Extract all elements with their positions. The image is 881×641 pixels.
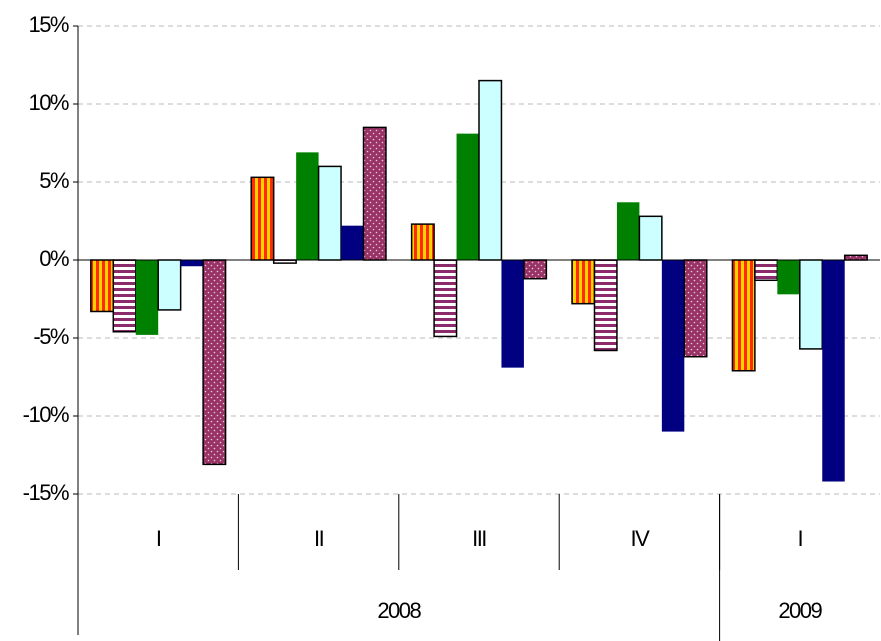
y-tick-label: 0% bbox=[39, 246, 69, 271]
bar bbox=[638, 215, 663, 261]
bar bbox=[593, 259, 618, 352]
x-tick-label: II bbox=[314, 526, 324, 551]
bar bbox=[754, 259, 779, 282]
bar bbox=[523, 259, 548, 280]
bar bbox=[777, 260, 800, 295]
x-tick-label: I bbox=[156, 526, 161, 551]
bar bbox=[157, 259, 182, 311]
bar bbox=[90, 259, 115, 313]
y-tick-label: 5% bbox=[39, 168, 69, 193]
bar bbox=[822, 260, 845, 482]
x-tick-label: IV bbox=[631, 526, 651, 551]
bar bbox=[180, 260, 204, 267]
bar bbox=[296, 152, 319, 260]
bar bbox=[501, 260, 524, 368]
y-tick-label: 10% bbox=[28, 90, 68, 115]
x-tick-label: I bbox=[797, 526, 802, 551]
bar bbox=[135, 260, 159, 335]
bar bbox=[202, 259, 227, 466]
y-tick-label: -15% bbox=[23, 480, 69, 505]
bar bbox=[799, 259, 824, 350]
bar bbox=[456, 133, 479, 260]
bar bbox=[616, 202, 640, 260]
x-tick-label: III bbox=[472, 526, 486, 551]
group-label: 2008 bbox=[377, 598, 421, 623]
group-label: 2009 bbox=[778, 598, 822, 623]
bar bbox=[317, 165, 342, 261]
bar bbox=[731, 259, 756, 372]
bar bbox=[661, 260, 685, 432]
bar bbox=[410, 223, 435, 261]
y-tick-label: -5% bbox=[33, 324, 69, 349]
bar bbox=[683, 259, 708, 358]
y-tick-label: 15% bbox=[28, 12, 68, 37]
bar bbox=[843, 254, 868, 261]
bar bbox=[433, 259, 458, 338]
bar bbox=[478, 79, 503, 261]
bar bbox=[112, 259, 137, 333]
bar bbox=[362, 126, 387, 261]
bar bbox=[250, 176, 275, 261]
bar bbox=[571, 259, 596, 305]
bar bbox=[341, 225, 364, 260]
y-tick-label: -10% bbox=[23, 402, 69, 427]
